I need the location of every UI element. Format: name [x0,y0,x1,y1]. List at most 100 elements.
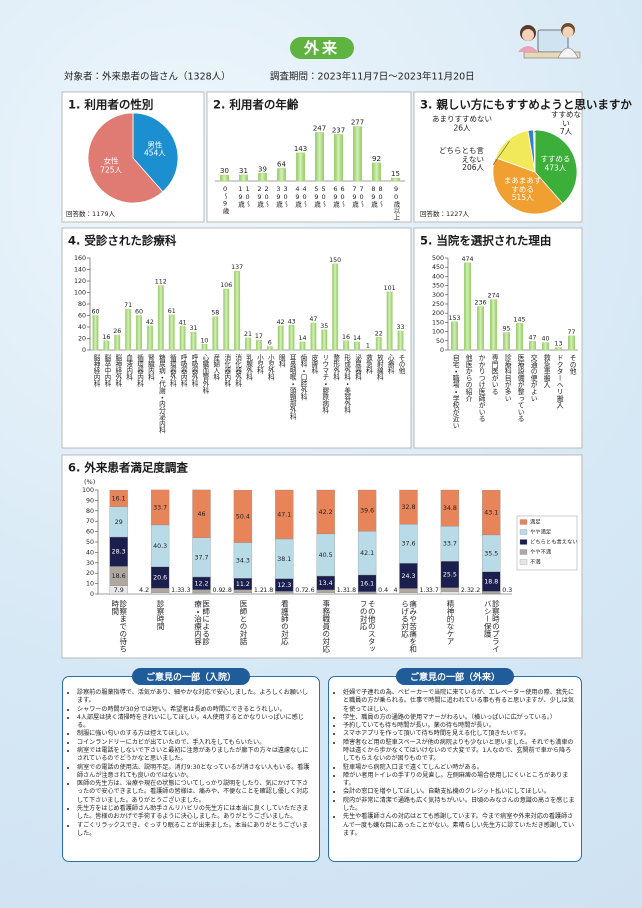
comment-item: 診察前の服薬指導で、活気があり、細やかな対応で安心しました。よろしくお願いします… [77,689,313,706]
y-tick-label: 200 [432,310,444,317]
segment-label: 12.2 [194,580,208,587]
bar-segment [233,489,253,543]
bar-segment [316,589,335,593]
value-label: 47 [528,334,536,341]
x-tick-label: 救急科 [364,354,373,374]
leader-line [534,130,538,133]
bar [288,325,295,351]
y-tick-label: 20 [78,336,86,343]
title-pill [290,37,354,59]
x-tick-label: 80～89歳 [369,185,385,208]
bar [321,329,328,351]
segment-label: 33.7 [443,541,457,548]
value-label: 14 [353,335,361,342]
y-tick-label: 60 [86,529,94,536]
bar [157,285,164,351]
y-tick-label: 300 [432,292,444,299]
bar [371,162,382,182]
comment-box: ご意見の一部（外来） 妊婦で子連れの為、ベビーカーで当院に来ているが、エレベータ… [328,668,582,862]
segment-label: 32.8 [401,504,415,511]
x-tick-label: 産婦人科 [211,354,220,381]
x-tick-label: 皮膚科 [309,354,318,374]
slice-name: すすめる [540,154,571,164]
bar-segment [357,489,377,532]
value-label: 474 [461,256,473,263]
value-label: 14 [298,335,306,342]
y-tick-label: 100 [82,487,94,494]
x-tick-label: 耳鼻咽喉・頭頸部外科 [288,354,297,420]
bar [257,173,268,182]
bar [245,337,251,351]
panel-title: 4. 受診された診療科 [68,234,177,248]
value-label: 17 [255,333,263,340]
x-tick-label: 消化器外科 [233,354,242,387]
value-label: 31 [239,167,248,175]
bar [92,315,99,351]
x-tick-label: 血液内科 [124,354,133,381]
x-tick-label: 自宅・職場・学校が近い [451,354,460,429]
segment-label: 34.8 [443,505,457,512]
x-tick-label: 看護師の対応 [280,600,290,645]
comment-title: ご意見の一部（外来） [395,668,515,685]
x-tick-label: 整形外科 [331,354,340,381]
bar [352,126,363,182]
slice-name: まあまあすすめる [503,176,542,194]
x-tick-label: 泌尿器科 [353,354,362,381]
x-tick-label: 交通の便がよい [529,354,538,402]
segment-label: 47.1 [277,511,291,518]
comment-item: 院内が非常に清潔で通路も広く気持ちがいい。日頃のみなさんの意識の高さを感じました… [343,797,575,814]
slice-value: 26人 [453,123,471,132]
bar-segment [399,489,418,525]
x-tick-label: 0～9歳 [221,185,230,214]
x-tick-label: 腎臓内科 [146,354,155,381]
legend-swatch [519,539,528,545]
illustration [518,23,581,59]
y-tick-label: 120 [74,278,86,285]
segment-label: 37.6 [401,541,415,548]
bar-segment [275,489,294,540]
segment-label: 0.4 [378,587,388,594]
x-tick-label: 70～79歳 [350,185,366,208]
x-tick-label: 精神的なケア [445,600,455,645]
bar [542,342,549,351]
segment-label: 1.3 [171,587,181,594]
bar [353,341,360,351]
bar [255,339,262,351]
period: 調査期間：2023年11月7日～2023年11月20日 [270,71,475,83]
comment-item: 会計の窓口を増やしてほしい。自動支払機のクレジット払いにしてほしい。 [343,788,575,796]
bar [295,152,306,182]
x-tick-label: 呼吸器外科 [190,354,199,387]
x-tick-label: 診察時のプライバシー保護 [483,600,501,653]
legend-label: 満足 [530,519,541,526]
x-tick-label: 救急車搬入 [542,354,551,388]
x-tick-label: 10～19歳 [236,185,252,208]
x-tick-label: 他医からの紹介 [464,354,473,402]
x-tick-label: 放射線科 [375,354,384,381]
y-tick-label: 400 [432,273,444,280]
segment-label: 40.5 [319,552,333,559]
segment-label: 0.3 [502,587,512,594]
bar [332,263,339,351]
pie-slice [533,129,536,173]
bar [477,306,484,351]
y-tick-label: 0 [82,347,86,354]
x-tick-label: 医師による診療・治療内容 [193,600,211,645]
bar [314,132,325,182]
y-tick-label: 450 [432,264,444,271]
bar [375,337,382,351]
slice-label: すすめない 7人 [551,110,581,137]
legend-swatch [519,519,528,525]
bar [234,270,241,351]
value-label: 64 [277,160,286,168]
bar [136,315,143,351]
y-tick-label: 0 [440,347,444,354]
slice-label: まあまあすすめる 515人 [503,176,542,203]
segment-label: 2.8 [222,587,232,594]
y-tick-label: 150 [432,319,444,326]
bar [277,325,284,351]
bar-segment [192,589,211,594]
x-tick-label: ドクターヘリ搬入 [555,354,564,409]
bar [386,291,393,351]
bar [503,332,510,351]
